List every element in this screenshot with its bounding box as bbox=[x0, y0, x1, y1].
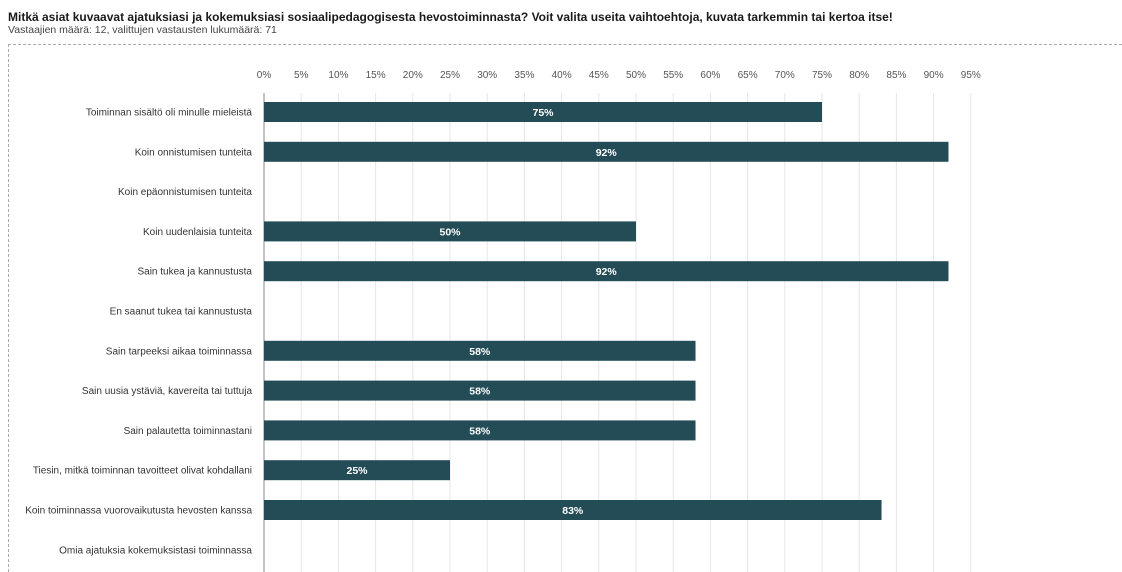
category-label: Koin toiminnassa vuorovaikutusta hevoste… bbox=[25, 506, 252, 517]
bar bbox=[264, 500, 882, 520]
category-label: Sain uusia ystäviä, kavereita tai tuttuj… bbox=[82, 386, 253, 397]
x-tick-label: 25% bbox=[440, 70, 460, 81]
bar bbox=[264, 340, 696, 361]
x-tick-label: 20% bbox=[403, 70, 423, 81]
bar bbox=[264, 141, 949, 162]
chart-subtitle: Vastaajien määrä: 12, valittujen vastaus… bbox=[8, 24, 277, 36]
data-label: 50% bbox=[439, 226, 461, 238]
category-label: Tiesin, mitkä toiminnan tavoitteet oliva… bbox=[33, 466, 252, 477]
bar bbox=[264, 261, 949, 282]
data-label: 92% bbox=[596, 266, 618, 278]
data-label: 58% bbox=[469, 346, 491, 358]
data-label: 25% bbox=[346, 465, 368, 477]
data-label: 83% bbox=[562, 505, 584, 517]
category-label: Toiminnan sisältö oli minulle mieleistä bbox=[86, 108, 253, 119]
x-tick-label: 80% bbox=[849, 70, 869, 81]
chart-title: Mitkä asiat kuvaavat ajatuksiasi ja koke… bbox=[8, 10, 893, 24]
data-label: 75% bbox=[532, 107, 554, 119]
x-tick-label: 75% bbox=[812, 70, 832, 81]
x-tick-label: 70% bbox=[775, 70, 795, 81]
x-tick-label: 95% bbox=[961, 70, 981, 81]
data-label: 92% bbox=[596, 147, 618, 159]
category-label: Omia ajatuksia kokemuksistasi toiminnass… bbox=[59, 545, 252, 556]
chart-header: Mitkä asiat kuvaavat ajatuksiasi ja koke… bbox=[8, 10, 893, 36]
chart-frame bbox=[8, 44, 1122, 572]
x-tick-label: 50% bbox=[626, 70, 646, 81]
data-label: 58% bbox=[469, 386, 491, 398]
x-tick-label: 15% bbox=[366, 70, 386, 81]
x-tick-label: 45% bbox=[589, 70, 609, 81]
category-label: Koin onnistumisen tunteita bbox=[135, 147, 253, 158]
bar bbox=[264, 380, 696, 401]
x-tick-label: 30% bbox=[477, 70, 497, 81]
x-tick-label: 5% bbox=[294, 70, 309, 81]
x-tick-label: 85% bbox=[886, 70, 906, 81]
category-label: Koin epäonnistumisen tunteita bbox=[118, 187, 252, 198]
x-tick-label: 55% bbox=[663, 70, 683, 81]
x-tick-label: 10% bbox=[328, 70, 348, 81]
category-label: En saanut tukea tai kannustusta bbox=[110, 307, 253, 318]
data-label: 58% bbox=[469, 425, 491, 437]
category-label: Sain palautetta toiminnastani bbox=[124, 426, 252, 437]
x-tick-label: 60% bbox=[700, 70, 720, 81]
x-tick-label: 65% bbox=[738, 70, 758, 81]
bar bbox=[264, 420, 696, 441]
bar bbox=[264, 102, 822, 122]
x-tick-label: 90% bbox=[924, 70, 944, 81]
category-label: Koin uudenlaisia tunteita bbox=[143, 227, 252, 238]
bar bbox=[264, 221, 636, 242]
bar bbox=[264, 460, 450, 481]
x-tick-label: 35% bbox=[514, 70, 534, 81]
category-label: Sain tukea ja kannustusta bbox=[137, 267, 252, 278]
x-tick-label: 0% bbox=[257, 70, 272, 81]
category-label: Sain tarpeeksi aikaa toiminnassa bbox=[106, 346, 253, 357]
x-tick-label: 40% bbox=[552, 70, 572, 81]
